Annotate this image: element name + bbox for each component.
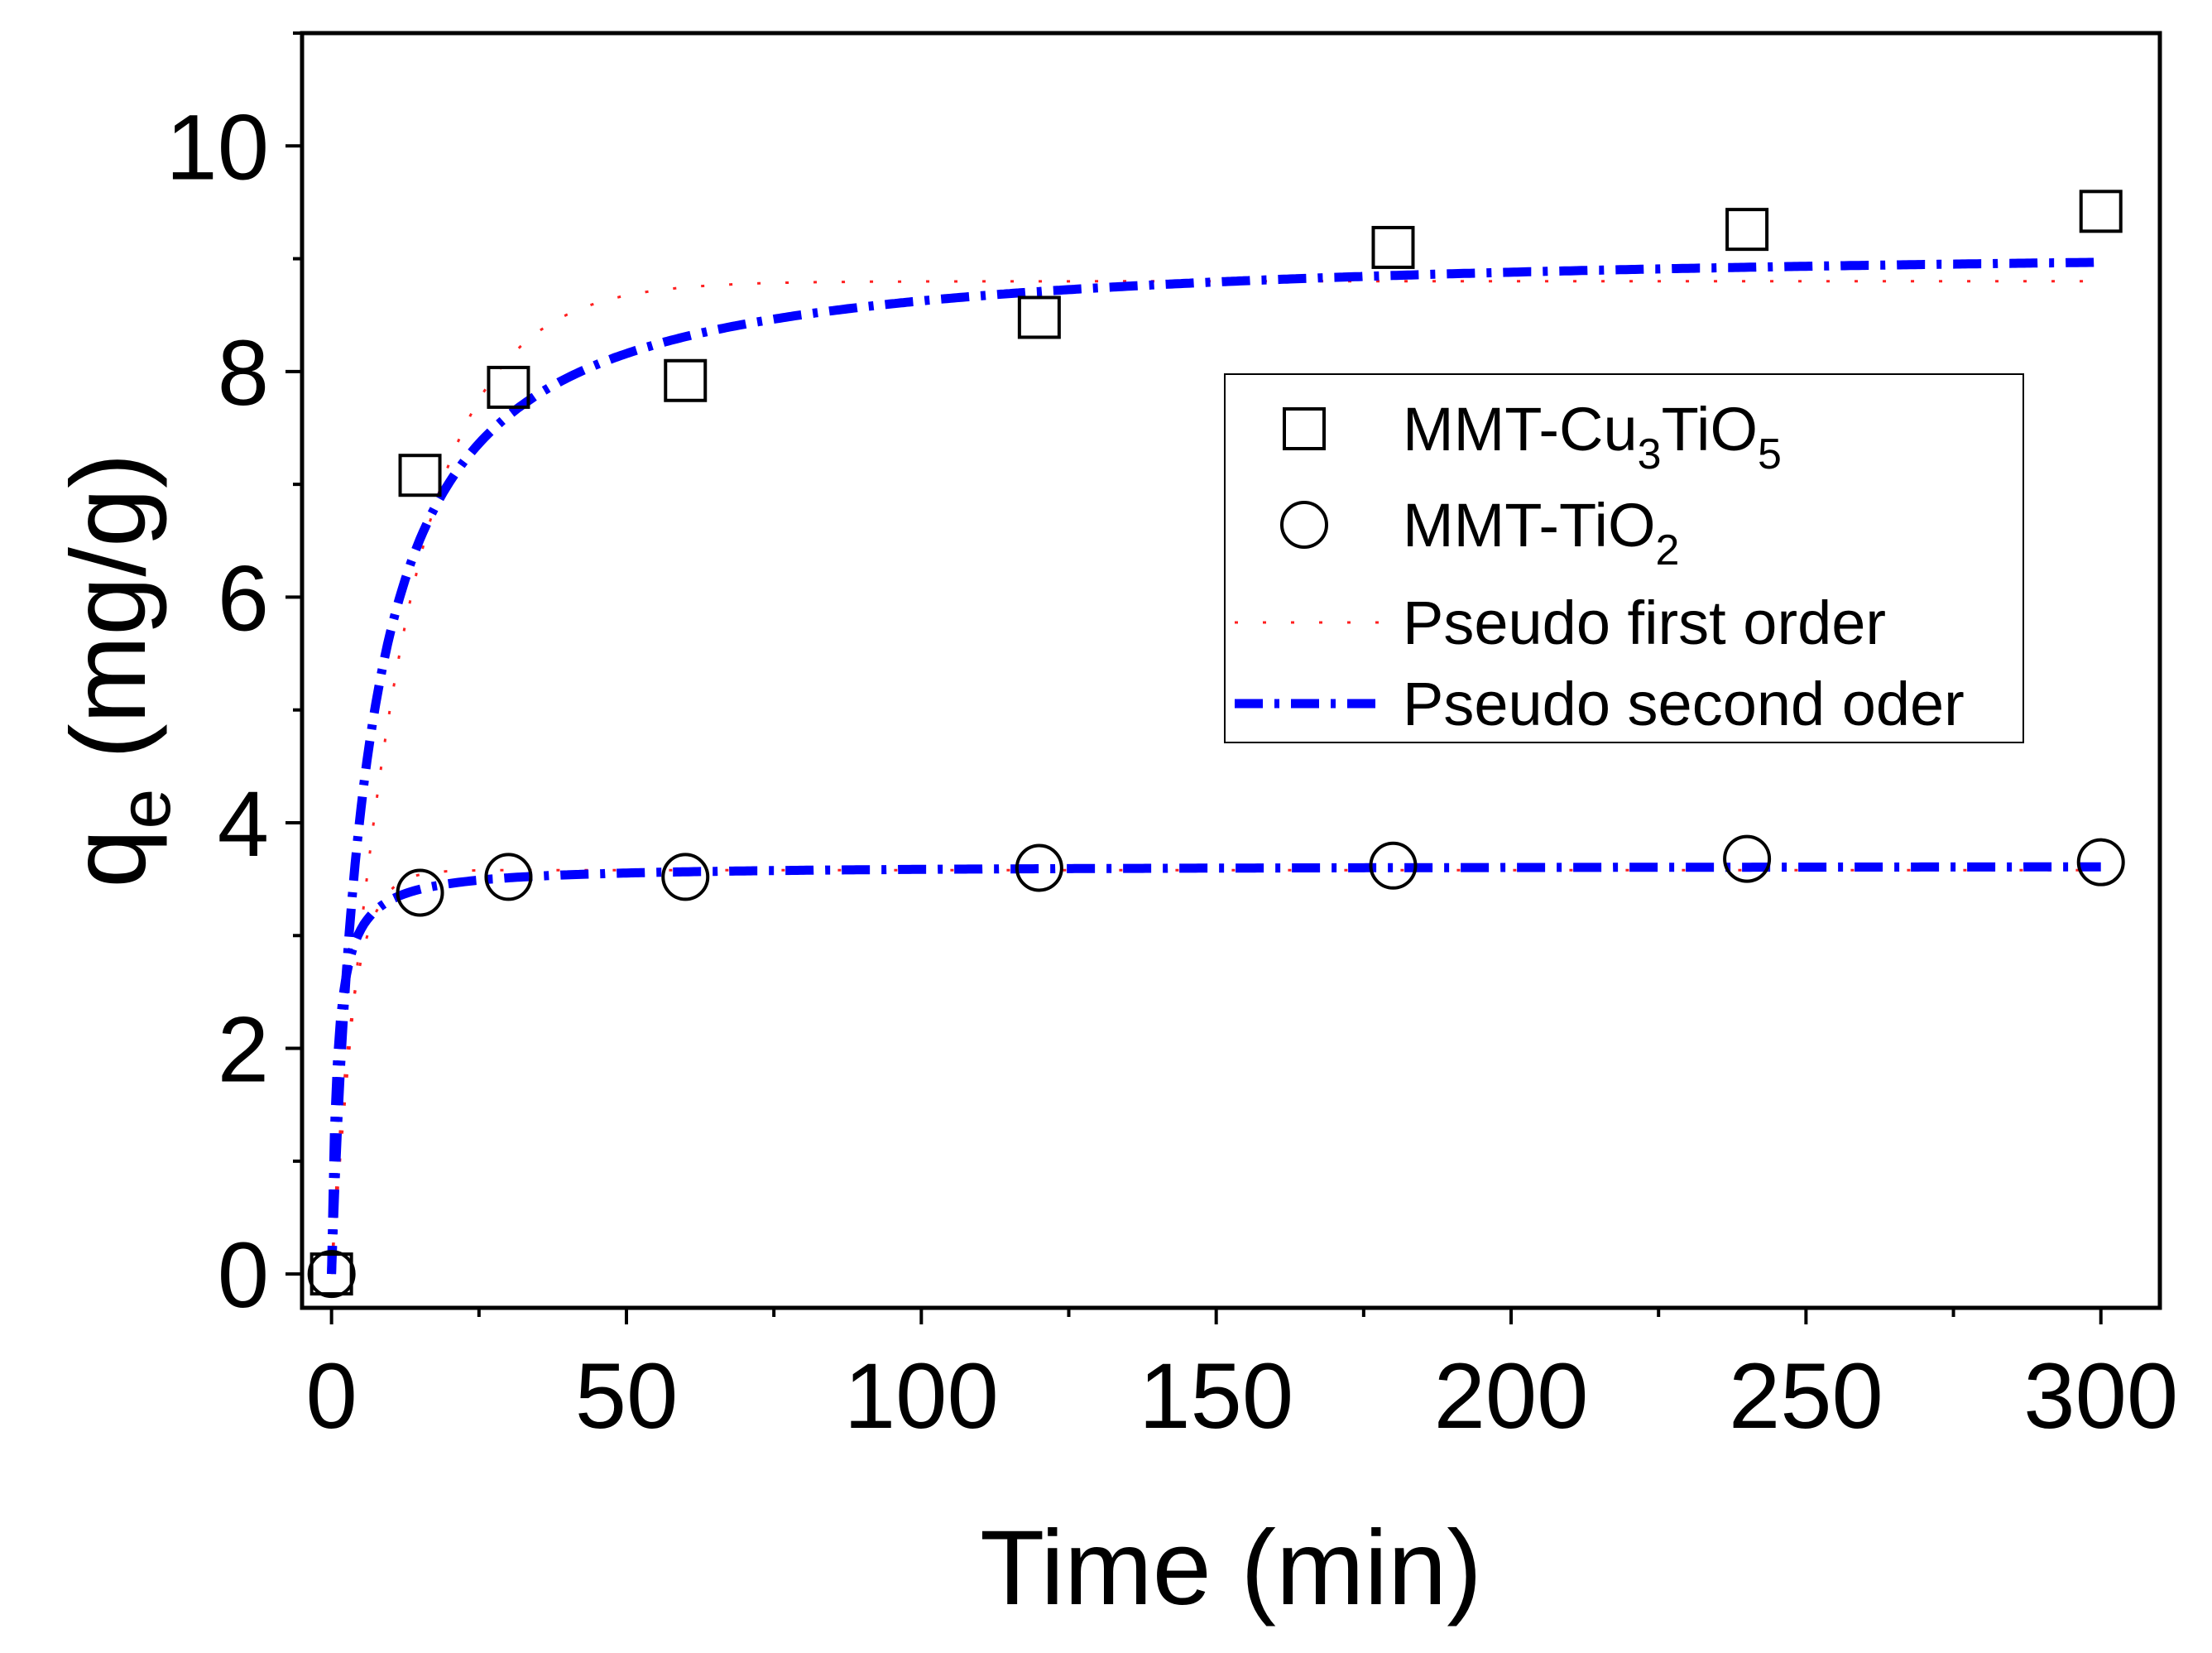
fit-curve-1-1 <box>327 862 2101 1275</box>
y-tick-label: 10 <box>166 95 269 199</box>
legend-text-part: MMT-TiO <box>1403 491 1656 560</box>
legend-subscript: 3 <box>1638 430 1662 478</box>
legend-box <box>1224 373 2024 743</box>
legend-text-part: TiO <box>1662 395 1758 464</box>
square-marker <box>664 358 708 402</box>
square-marker <box>398 454 442 497</box>
circle-marker <box>396 868 444 917</box>
legend-text-part: MMT-Cu <box>1403 395 1638 464</box>
y-tick-label: 0 <box>218 1223 269 1327</box>
y-tick-label: 2 <box>218 998 269 1102</box>
y-tick-label: 8 <box>218 321 269 425</box>
y-axis-title-subscript: e <box>103 789 185 829</box>
axis-ticks <box>285 31 2103 1324</box>
legend-square-marker <box>1283 407 1326 450</box>
circle-marker <box>484 853 533 901</box>
square-marker <box>1017 296 1061 339</box>
y-axis-title: qe (mg/g) <box>50 453 185 888</box>
square-marker <box>1371 225 1415 269</box>
legend-label-1: MMT-TiO2 <box>1403 491 1679 574</box>
x-tick-label: 0 <box>305 1344 357 1448</box>
circle-marker <box>661 853 710 901</box>
tick-labels: 0 50 100 150 200 250 300 0 2 4 6 8 10 <box>166 95 2178 1448</box>
square-marker <box>309 1252 353 1296</box>
square-marker <box>2079 190 2123 233</box>
circle-marker <box>1369 841 1418 890</box>
y-axis-title-base: q <box>50 829 168 888</box>
data-markers <box>307 190 2125 1299</box>
y-tick-label: 6 <box>218 546 269 650</box>
fit-curve-0-1 <box>330 868 2101 1275</box>
square-marker <box>487 365 530 409</box>
fit-curve-1-0 <box>327 257 2101 1275</box>
x-tick-label: 250 <box>1729 1344 1883 1448</box>
legend-fit-label-1: Pseudo second oder <box>1403 670 1965 738</box>
square-marker <box>1725 208 1769 252</box>
circle-marker <box>307 1250 356 1299</box>
y-axis-title-units: (mg/g) <box>50 453 168 788</box>
circle-marker <box>1015 843 1063 892</box>
fit-lines <box>327 257 2101 1275</box>
x-tick-label: 200 <box>1434 1344 1589 1448</box>
x-axis-title: Time (min) <box>980 1509 1482 1627</box>
legend-subscript: 2 <box>1656 526 1680 574</box>
x-tick-label: 100 <box>844 1344 999 1448</box>
circle-marker <box>1723 834 1772 883</box>
legend-circle-marker <box>1280 501 1328 549</box>
x-tick-label: 300 <box>2023 1344 2178 1448</box>
x-tick-label: 150 <box>1139 1344 1293 1448</box>
legend-fit-label-0: Pseudo first order <box>1403 589 1886 657</box>
circle-marker <box>2076 838 2125 887</box>
legend-label-0: MMT-Cu3TiO5 <box>1403 395 1782 478</box>
x-tick-label: 50 <box>575 1344 679 1448</box>
plot-area-frame <box>300 31 2162 1310</box>
legend-subscript: 5 <box>1758 430 1782 478</box>
legend: MMT-Cu3TiO5 MMT-TiO2 Pseudo first order Pse… <box>1224 373 2024 743</box>
y-tick-label: 4 <box>218 772 269 876</box>
